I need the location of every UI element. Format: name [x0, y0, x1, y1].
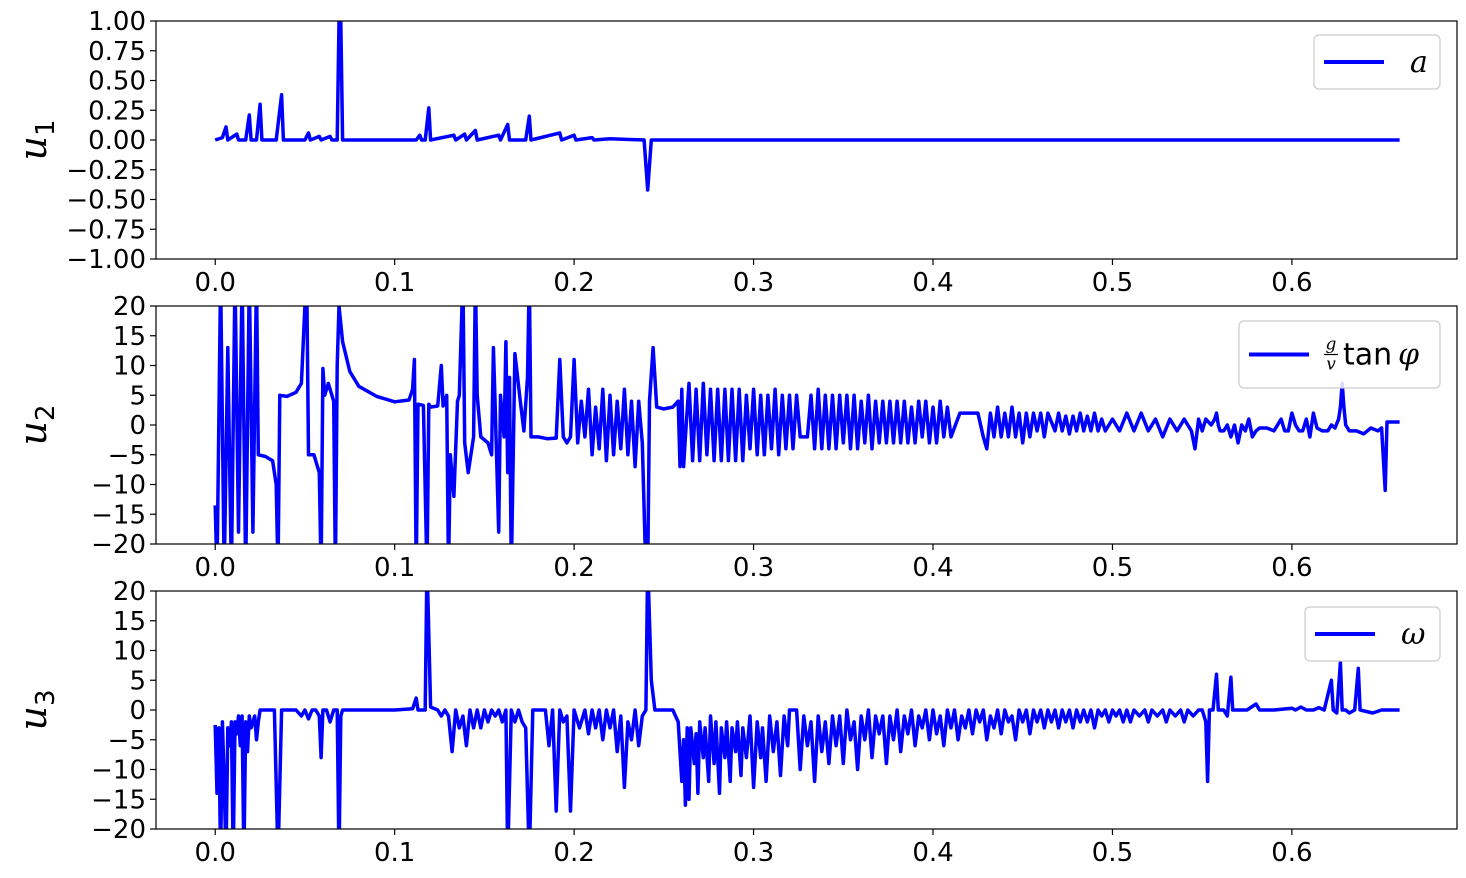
x-tick-label: 0.4	[912, 838, 953, 868]
y-tick-label: −10	[91, 471, 146, 501]
y-tick-label: −5	[108, 441, 146, 471]
y-tick-label: 0.00	[88, 126, 146, 156]
y-tick-label: −5	[108, 726, 146, 756]
series-line	[214, 21, 1400, 192]
y-tick-label: −0.75	[66, 215, 146, 245]
y-tick-label: 1.00	[88, 7, 146, 37]
y-tick-label: −10	[91, 756, 146, 786]
y-axis-label: u3	[11, 689, 61, 730]
subplot-u3: 0.0 0.1 0.2 0.3 0.4 0.5 0.6 −20−15−10−505101520…	[11, 577, 1458, 868]
subplot-u2: 0.0 0.1 0.2 0.3 0.4 0.5 0.6 −20−15−10−505101520…	[11, 292, 1458, 583]
x-tick-label: 0.3	[733, 553, 774, 583]
series-line	[213, 306, 1400, 544]
x-tick-label: 0.6	[1271, 553, 1312, 583]
legend: gv tan φ	[1238, 320, 1441, 389]
svg-text:φ: φ	[1398, 338, 1419, 373]
y-tick-label: −0.25	[66, 156, 146, 186]
legend-label: ω	[1401, 617, 1425, 652]
y-tick-label: 0	[129, 411, 146, 441]
legend: a	[1313, 34, 1441, 90]
x-tick-label: 0.2	[553, 553, 594, 583]
x-tick-label: 0.3	[733, 838, 774, 868]
y-tick-label: −20	[91, 530, 146, 560]
y-tick-label: 15	[113, 607, 146, 637]
x-tick-label: 0.2	[553, 838, 594, 868]
y-tick-label: −1.00	[66, 245, 146, 275]
x-tick-label: 0.4	[912, 553, 953, 583]
y-tick-label: 0.75	[88, 37, 146, 67]
x-tick-label: 0.6	[1271, 838, 1312, 868]
y-tick-label: 0	[129, 696, 146, 726]
y-axis-label: u2	[11, 404, 61, 445]
subplot-u1: 0.0 0.1 0.2 0.3 0.4 0.5 0.6 −1.00−0.75−0.50−0.2…	[11, 7, 1458, 298]
x-tick-label: 0.3	[733, 268, 774, 298]
x-tick-label: 0.5	[1092, 268, 1133, 298]
y-tick-label: 0.25	[88, 96, 146, 126]
x-tick-label: 0.1	[374, 838, 415, 868]
y-tick-label: −15	[91, 785, 146, 815]
legend-label: gv tan φ	[1324, 335, 1419, 375]
x-tick-label: 0.1	[374, 268, 415, 298]
x-tick-label: 0.5	[1092, 553, 1133, 583]
x-tick-label: 0.1	[374, 553, 415, 583]
y-axis-label: u1	[11, 119, 61, 160]
legend: ω	[1304, 606, 1441, 662]
x-tick-label: 0.0	[195, 268, 236, 298]
y-tick-label: 5	[129, 381, 146, 411]
y-tick-label: 10	[113, 637, 146, 667]
y-tick-label: −15	[91, 500, 146, 530]
x-tick-label: 0.2	[553, 268, 594, 298]
legend-label: a	[1410, 45, 1428, 80]
y-tick-label: 5	[129, 666, 146, 696]
y-tick-label: 20	[113, 292, 146, 322]
svg-text:g: g	[1326, 335, 1337, 355]
y-tick-label: 0.50	[88, 67, 146, 97]
x-tick-label: 0.5	[1092, 838, 1133, 868]
svg-text:v: v	[1326, 355, 1336, 375]
legend-box	[1238, 320, 1441, 389]
y-tick-label: −20	[91, 815, 146, 845]
x-tick-label: 0.0	[195, 553, 236, 583]
y-tick-label: 10	[113, 352, 146, 382]
y-tick-label: 15	[113, 322, 146, 352]
x-tick-label: 0.6	[1271, 268, 1312, 298]
x-tick-label: 0.0	[195, 838, 236, 868]
y-tick-label: −0.50	[66, 186, 146, 216]
y-tick-label: 20	[113, 577, 146, 607]
svg-text:tan: tan	[1343, 338, 1392, 373]
x-tick-label: 0.4	[912, 268, 953, 298]
series-line	[213, 591, 1400, 829]
